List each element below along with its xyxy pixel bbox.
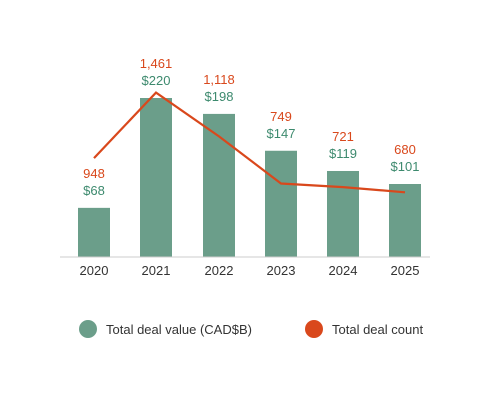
count-label-2020: 948	[83, 166, 105, 181]
bar-2020	[78, 207, 110, 257]
bars-group	[78, 98, 421, 258]
legend-bar-label: Total deal value (CAD$B)	[106, 322, 252, 337]
x-tick-2025: 2025	[391, 263, 420, 278]
count-label-2024: 721	[332, 129, 354, 144]
value-label-2023: $147	[267, 126, 296, 141]
x-tick-2023: 2023	[267, 263, 296, 278]
value-label-2024: $119	[329, 146, 357, 161]
legend-bar-swatch	[79, 320, 97, 338]
legend-line-swatch	[305, 320, 323, 338]
bar-2021	[140, 98, 172, 257]
x-tick-2020: 2020	[80, 263, 109, 278]
count-label-2021: 1,461	[140, 56, 173, 71]
count-label-2025: 680	[394, 142, 416, 157]
value-label-2020: $68	[83, 183, 105, 198]
value-label-2021: $220	[142, 73, 171, 88]
x-tick-2024: 2024	[329, 263, 358, 278]
x-ticks-group: 2020 2021 2022 2023 2024 2025	[80, 263, 420, 278]
x-tick-2021: 2021	[142, 263, 171, 278]
bar-2025	[389, 184, 421, 257]
bar-2023	[265, 150, 297, 257]
legend-line-label: Total deal count	[332, 322, 423, 337]
value-label-2022: $198	[205, 89, 234, 104]
count-label-2022: 1,118	[203, 72, 235, 87]
count-label-2023: 749	[270, 109, 292, 124]
legend: Total deal value (CAD$B) Total deal coun…	[79, 320, 423, 338]
value-label-2025: $101	[391, 159, 420, 174]
data-labels-group: 948 $68 1,461 $220 1,118 $198 749 $147 721 $119 68…	[83, 56, 419, 198]
bar-2024	[327, 170, 359, 257]
deal-count-line	[93, 91, 406, 194]
x-tick-2022: 2022	[205, 263, 234, 278]
